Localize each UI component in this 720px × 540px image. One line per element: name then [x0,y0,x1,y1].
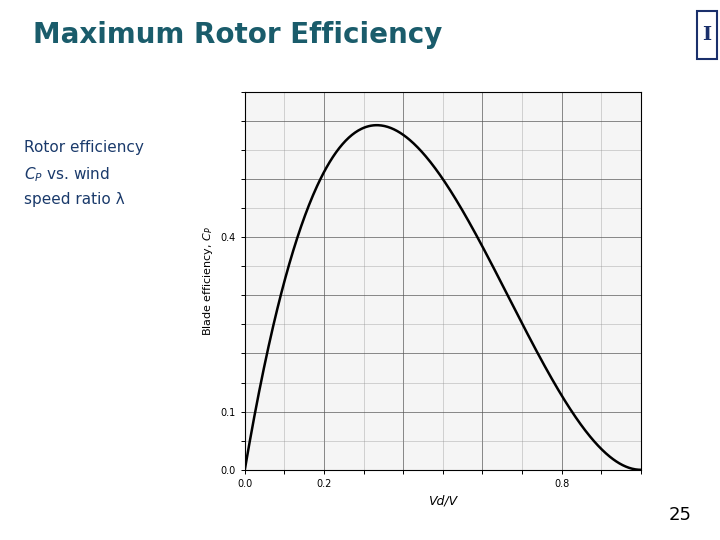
Bar [697,11,717,59]
Text: 25: 25 [668,506,691,524]
X-axis label: Vd/V: Vd/V [428,495,457,508]
Y-axis label: Blade efficiency, $C_P$: Blade efficiency, $C_P$ [201,226,215,336]
Text: Rotor efficiency
$C_P$ vs. wind
speed ratio λ: Rotor efficiency $C_P$ vs. wind speed ra… [24,140,144,207]
Text: Maximum Rotor Efficiency: Maximum Rotor Efficiency [34,21,443,49]
Text: I: I [703,26,711,44]
